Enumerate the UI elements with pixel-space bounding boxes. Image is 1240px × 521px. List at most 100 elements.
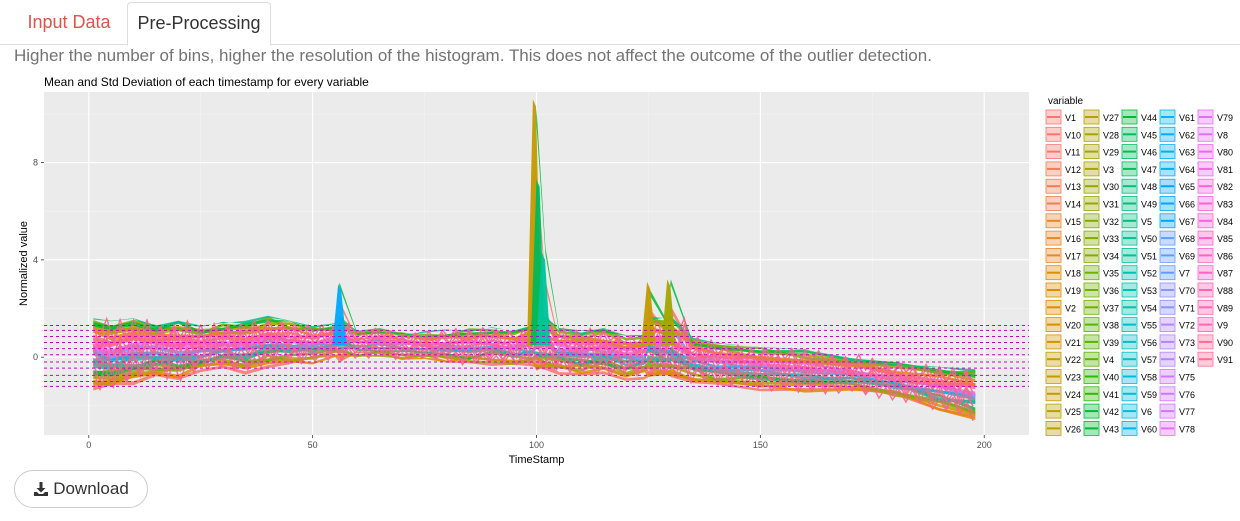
x-tick-label: 100 xyxy=(529,440,544,450)
legend-item: V75 xyxy=(1159,369,1195,384)
legend-label: V32 xyxy=(1103,217,1119,227)
chart-title: Mean and Std Deviation of each timestamp… xyxy=(44,75,369,89)
legend-label: V21 xyxy=(1065,338,1081,348)
legend-item: V69 xyxy=(1159,247,1195,263)
legend-label: V83 xyxy=(1217,200,1233,210)
legend-label: V5 xyxy=(1141,217,1152,227)
legend-item: V51 xyxy=(1121,247,1157,263)
legend-label: V2 xyxy=(1065,303,1076,313)
legend-item: V73 xyxy=(1159,334,1195,350)
help-text: Higher the number of bins, higher the re… xyxy=(14,46,932,65)
legend-item: V61 xyxy=(1159,109,1195,125)
legend-label: V63 xyxy=(1179,148,1195,158)
peak-spike xyxy=(661,279,676,345)
legend-item: V3 xyxy=(1083,161,1114,177)
legend-label: V28 xyxy=(1103,130,1119,140)
legend-item: V17 xyxy=(1045,247,1081,263)
legend-item: V6 xyxy=(1121,403,1152,419)
legend-item: V19 xyxy=(1045,282,1081,298)
legend-item: V43 xyxy=(1083,420,1119,436)
legend-label: V33 xyxy=(1103,234,1119,244)
legend-item: V42 xyxy=(1083,403,1119,419)
legend-label: V48 xyxy=(1141,182,1157,192)
legend-item: V1 xyxy=(1045,109,1076,125)
legend-item: V71 xyxy=(1159,299,1195,315)
legend-label: V85 xyxy=(1217,234,1233,244)
tab-pre-processing[interactable]: Pre-Processing xyxy=(127,2,271,46)
legend-label: V34 xyxy=(1103,251,1119,261)
series-band xyxy=(93,315,976,373)
legend-item: V86 xyxy=(1197,247,1233,263)
legend-label: V66 xyxy=(1179,200,1195,210)
legend-item: V44 xyxy=(1121,109,1157,125)
legend-label: V11 xyxy=(1065,148,1080,158)
legend-label: V52 xyxy=(1141,269,1157,279)
legend-label: V16 xyxy=(1065,234,1081,244)
legend-label: V57 xyxy=(1141,355,1157,365)
legend-label: V50 xyxy=(1141,234,1157,244)
legend-label: V25 xyxy=(1065,407,1081,417)
legend-label: V69 xyxy=(1179,251,1195,261)
legend-label: V89 xyxy=(1217,303,1233,313)
legend-label: V8 xyxy=(1217,130,1228,140)
legend-label: V90 xyxy=(1217,338,1233,348)
legend-item: V18 xyxy=(1045,265,1081,281)
legend-item: V63 xyxy=(1159,144,1195,160)
legend-label: V15 xyxy=(1065,217,1081,227)
legend-item: V52 xyxy=(1121,265,1157,281)
legend-label: V1 xyxy=(1065,113,1076,123)
legend-item: V91 xyxy=(1197,351,1233,367)
legend-label: V79 xyxy=(1217,113,1233,123)
legend-item: V47 xyxy=(1121,161,1157,177)
legend-label: V29 xyxy=(1103,148,1119,158)
legend-item: V35 xyxy=(1083,265,1119,281)
legend-label: V44 xyxy=(1141,113,1157,123)
legend-item: V41 xyxy=(1083,386,1119,402)
series-line xyxy=(92,334,974,407)
legend-item: V4 xyxy=(1083,351,1114,367)
legend-label: V42 xyxy=(1103,407,1119,417)
legend-label: V35 xyxy=(1103,269,1119,279)
legend-label: V45 xyxy=(1141,130,1157,140)
legend-label: V10 xyxy=(1065,130,1081,140)
tab-input-data[interactable]: Input Data xyxy=(27,12,111,32)
legend-item: V11 xyxy=(1045,144,1080,160)
legend-label: V4 xyxy=(1103,355,1114,365)
legend-label: V20 xyxy=(1065,321,1081,331)
legend-label: V24 xyxy=(1065,390,1081,400)
legend-label: V51 xyxy=(1141,251,1157,261)
legend-label: V81 xyxy=(1217,165,1233,175)
legend-item: V27 xyxy=(1083,109,1119,125)
legend-label: V22 xyxy=(1065,355,1081,365)
download-button[interactable]: Download xyxy=(14,470,148,508)
legend-label: V41 xyxy=(1103,390,1119,400)
legend-item: V28 xyxy=(1083,126,1119,142)
legend-label: V58 xyxy=(1141,373,1157,383)
legend-item: V65 xyxy=(1159,178,1195,194)
legend-item: V90 xyxy=(1197,334,1233,350)
x-tick-label: 150 xyxy=(753,440,768,450)
legend-label: V47 xyxy=(1141,165,1157,175)
legend-label: V86 xyxy=(1217,251,1233,261)
legend-label: V38 xyxy=(1103,321,1119,331)
legend-item: V89 xyxy=(1197,299,1233,315)
legend-label: V13 xyxy=(1065,182,1081,192)
legend-item: V83 xyxy=(1197,196,1233,211)
y-tick-label: 0 xyxy=(33,352,38,362)
legend-item: V5 xyxy=(1121,213,1152,229)
legend-item: V49 xyxy=(1121,196,1157,211)
download-label: Download xyxy=(53,479,129,498)
legend-item: V59 xyxy=(1121,386,1157,402)
legend-label: V3 xyxy=(1103,165,1114,175)
x-tick-label: 50 xyxy=(308,440,318,450)
series-line xyxy=(92,345,974,422)
y-axis-label: Normalized value xyxy=(18,221,30,306)
legend-item: V66 xyxy=(1159,196,1195,211)
download-icon xyxy=(34,482,49,496)
x-axis-label: TimeStamp xyxy=(509,454,565,466)
legend-item: V26 xyxy=(1045,420,1081,436)
legend-item: V80 xyxy=(1197,144,1233,160)
legend-item: V7 xyxy=(1159,265,1190,281)
legend-label: V84 xyxy=(1217,217,1233,227)
legend-item: V77 xyxy=(1159,403,1195,419)
